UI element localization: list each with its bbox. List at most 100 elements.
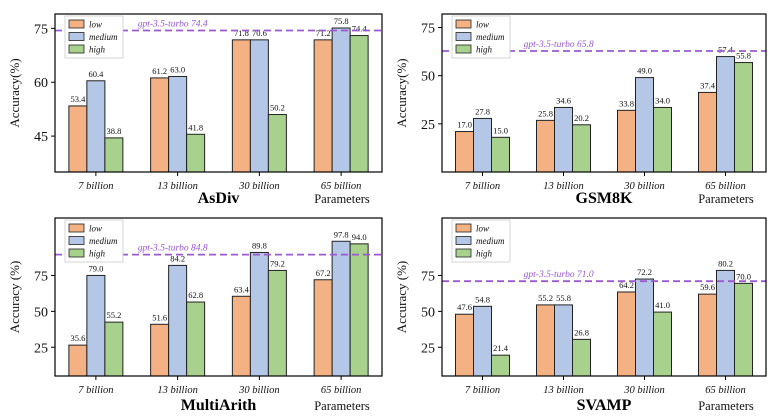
value-label-low-2: 33.8 (619, 98, 634, 108)
bar-high-1 (186, 301, 206, 376)
category-label-0: 7 billion (465, 385, 500, 396)
x-axis-label: Parameters (314, 192, 370, 206)
bar-medium-3 (331, 27, 351, 172)
bar-low-0 (455, 313, 474, 376)
bar-low-3 (313, 279, 333, 376)
legend-label-low: low (89, 20, 102, 30)
bar-medium-1 (554, 106, 573, 172)
bars (68, 240, 369, 376)
legend: low medium high (451, 219, 511, 263)
value-label-low-2: 71.8 (234, 28, 249, 38)
panel-svamp: 47.654.8 21.4 7 billion 55.2 55.8 26.8 13 bill… (394, 217, 767, 414)
value-label-medium-1: 63.0 (170, 64, 185, 74)
category-label-3: 65 billion (321, 181, 362, 192)
value-label-medium-0: 60.4 (88, 69, 104, 79)
value-label-low-3: 67.2 (316, 268, 331, 278)
bar-high-1 (572, 124, 591, 172)
value-label-low-1: 61.2 (152, 66, 167, 76)
value-label-low-3: 37.4 (700, 80, 716, 90)
value-label-medium-2: 70.6 (252, 28, 267, 38)
legend-swatch-high (455, 248, 472, 258)
value-label-low-1: 55.2 (538, 293, 553, 303)
bar-medium-2 (635, 278, 654, 376)
value-label-high-0: 21.4 (493, 343, 509, 353)
value-label-high-1: 62.8 (188, 290, 203, 300)
bar-medium-0 (473, 117, 492, 172)
category-label-3: 65 billion (705, 385, 746, 396)
y-tick-label-2: 75 (34, 22, 48, 37)
legend-swatch-medium (68, 32, 85, 41)
value-label-high-3: 94.0 (352, 232, 367, 242)
value-label-medium-0: 79.0 (88, 263, 103, 273)
category-label-0: 7 billion (78, 181, 113, 192)
value-label-medium-0: 54.8 (475, 294, 490, 304)
value-label-high-0: 15.0 (493, 125, 508, 135)
value-label-high-0: 38.8 (106, 126, 121, 136)
legend-swatch-medium (455, 236, 472, 245)
bar-low-2 (617, 109, 636, 172)
bar-high-2 (653, 106, 672, 172)
y-tick-label-2: 75 (421, 269, 435, 284)
bar-high-0 (491, 136, 510, 172)
bar-low-2 (231, 295, 251, 376)
value-label-low-0: 53.4 (70, 94, 86, 104)
legend-label-high: high (89, 249, 106, 259)
bar-high-0 (104, 137, 124, 172)
bar-low-3 (698, 293, 717, 376)
category-label-3: 65 billion (321, 385, 362, 396)
y-tick-label-0: 45 (34, 130, 48, 145)
value-label-high-3: 70.0 (736, 271, 751, 281)
value-label-medium-3: 80.2 (718, 258, 733, 268)
legend-label-medium: medium (476, 236, 505, 246)
bar-low-3 (313, 39, 333, 172)
category-label-0: 7 billion (465, 181, 500, 192)
bar-medium-2 (635, 77, 654, 172)
category-label-1: 13 billion (157, 181, 198, 192)
value-label-low-1: 51.6 (152, 312, 167, 322)
bar-medium-3 (716, 56, 735, 172)
value-label-high-2: 41.0 (655, 300, 670, 310)
bar-medium-0 (86, 274, 106, 376)
value-label-low-3: 71.2 (316, 28, 331, 38)
legend-swatch-low (68, 19, 85, 29)
legend-swatch-low (68, 223, 85, 233)
bar-medium-0 (86, 80, 106, 172)
chart-title: MultiArith (181, 397, 257, 414)
legend-label-medium: medium (476, 32, 505, 42)
legend-label-low: low (89, 224, 102, 234)
bar-high-1 (186, 133, 206, 172)
chart-title: SVAMP (577, 397, 632, 414)
category-label-2: 30 billion (623, 385, 665, 396)
bar-medium-1 (554, 304, 573, 376)
value-label-low-0: 17.0 (457, 120, 472, 130)
legend-swatch-high (68, 248, 85, 258)
legend: low medium high (451, 15, 511, 59)
value-label-medium-3: 97.8 (334, 229, 349, 239)
category-label-2: 30 billion (623, 181, 665, 192)
bar-medium-1 (168, 264, 188, 376)
category-label-2: 30 billion (238, 181, 280, 192)
reference-label: gpt-3.5-turbo 71.0 (524, 270, 594, 280)
y-tick-label-0: 25 (34, 341, 48, 356)
y-axis-label: Accuracy (%) (7, 261, 22, 334)
legend-swatch-low (455, 19, 472, 29)
value-label-high-2: 50.2 (270, 103, 285, 113)
bar-low-1 (150, 323, 170, 376)
reference-label: gpt-3.5-turbo 74.4 (138, 20, 208, 30)
bar-low-0 (455, 131, 474, 172)
value-label-low-0: 47.6 (457, 302, 472, 312)
bar-medium-1 (168, 75, 188, 172)
y-tick-label-0: 25 (421, 118, 435, 133)
axes-frame (54, 13, 383, 173)
x-axis-label: Parameters (698, 192, 754, 206)
bar-medium-2 (249, 39, 269, 172)
value-label-medium-3: 57.4 (718, 45, 734, 55)
legend-label-high: high (476, 249, 493, 259)
category-label-1: 13 billion (543, 181, 584, 192)
bar-low-3 (698, 91, 717, 172)
bar-low-1 (536, 119, 555, 172)
reference-label: gpt-3.5-turbo 65.8 (524, 40, 594, 50)
axes-frame (441, 217, 767, 377)
value-label-medium-1: 55.8 (556, 293, 571, 303)
bar-high-3 (734, 282, 753, 376)
